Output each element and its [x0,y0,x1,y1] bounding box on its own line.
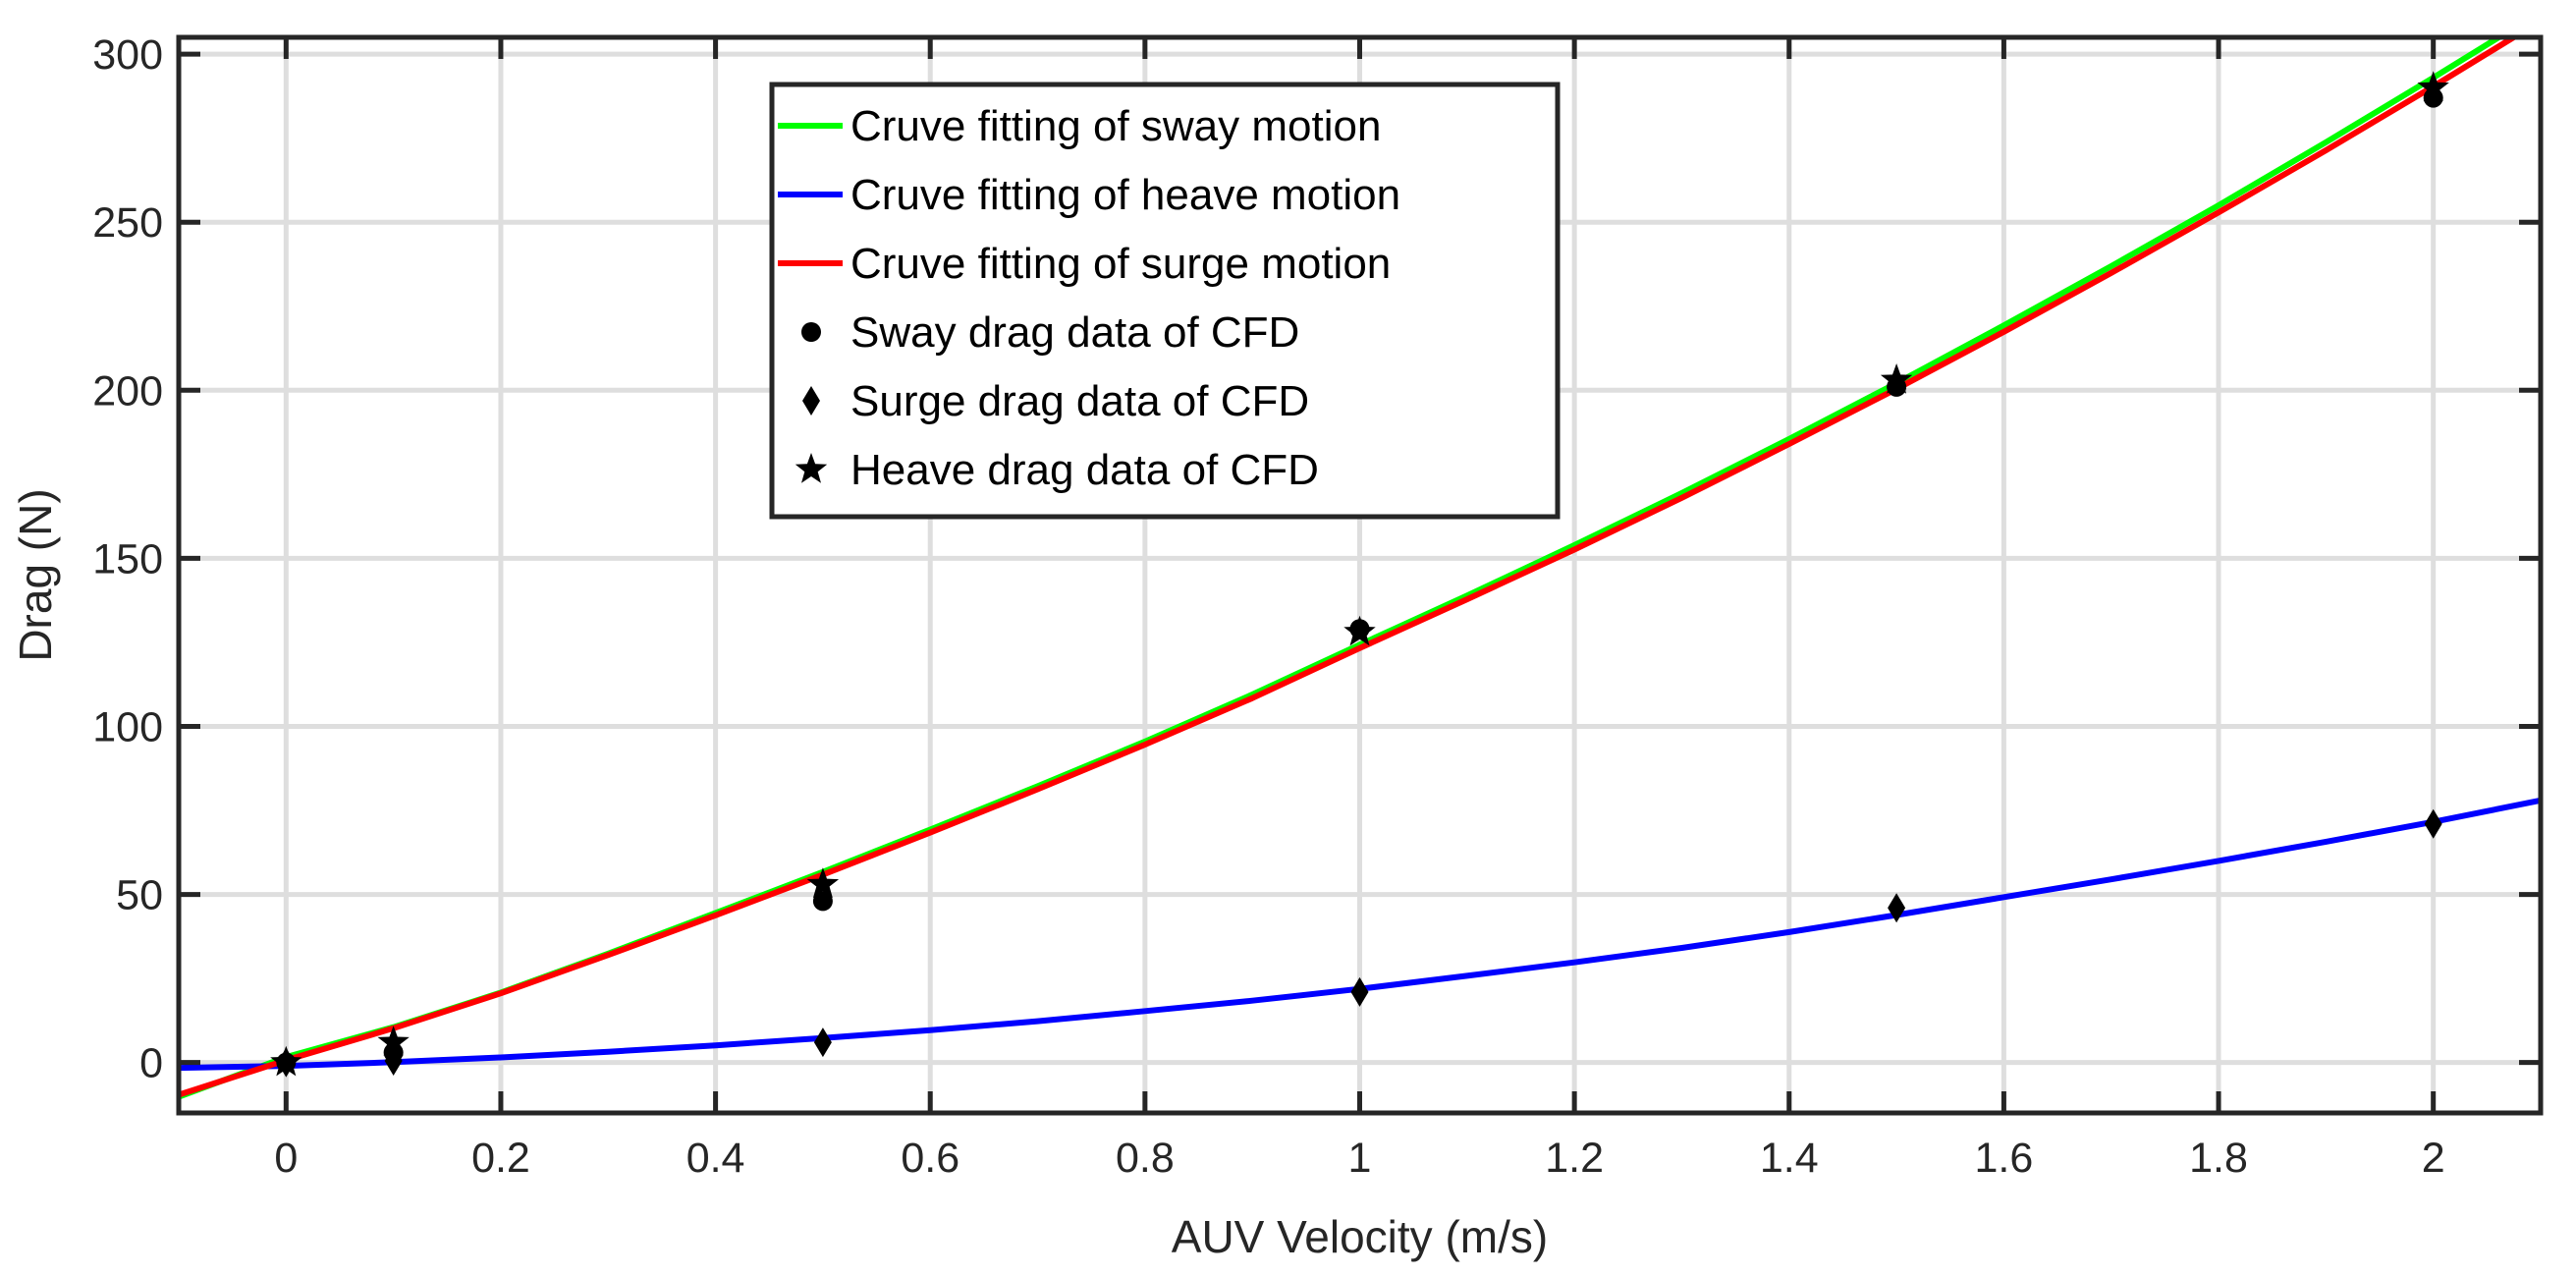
x-tick-label: 0.4 [686,1135,745,1182]
data-point [1350,976,1369,1007]
data-point [1888,893,1906,923]
y-tick-label: 200 [92,367,163,415]
legend-label: Cruve fitting of sway motion [850,102,1381,150]
x-tick-label: 1 [1348,1135,1372,1182]
y-tick-label: 150 [92,535,163,583]
legend-marker [801,322,821,342]
legend-label: Cruve fitting of heave motion [850,171,1400,219]
x-tick-label: 0.8 [1116,1135,1175,1182]
y-tick-label: 300 [92,31,163,79]
data-point [812,891,833,912]
legend-marker [795,453,828,483]
data-point [2424,808,2442,839]
x-tick-label: 1.8 [2189,1135,2248,1182]
x-tick-label: 1.6 [1975,1135,2034,1182]
x-tick-label: 0.2 [471,1135,530,1182]
y-tick-label: 0 [139,1040,163,1087]
data-point [806,867,840,899]
plot-series [179,37,2541,1100]
x-tick-label: 1.4 [1760,1135,1819,1182]
data-point [270,1045,302,1077]
x-tick-label: 0.6 [901,1135,959,1182]
x-tick-label: 2 [2422,1135,2445,1182]
x-axis-label: AUV Velocity (m/s) [1172,1211,1548,1262]
legend: Cruve fitting of sway motion Cruve fittin… [769,82,1561,520]
series-line [179,37,2520,1098]
y-tick-label: 250 [92,199,163,247]
y-axis-label: Drag (N) [10,488,61,661]
data-point [1880,363,1913,394]
legend-label: Sway drag data of CFD [850,308,1299,357]
data-point [384,1045,403,1076]
data-point [2417,71,2449,102]
legend-box [769,82,1561,520]
grid [179,37,2541,1113]
data-point [813,1027,832,1058]
axes: 0 0.2 0.4 0.6 0.8 1 1.2 1.4 1.6 1.8 2 0 50 100 150 200 2… [92,31,2544,1182]
x-tick-label: 1.2 [1545,1135,1604,1182]
legend-label: Heave drag data of CFD [850,446,1319,494]
data-point [377,1026,410,1056]
data-point [1343,615,1376,646]
legend-label: Surge drag data of CFD [850,377,1309,425]
x-tick-label: 0 [274,1135,298,1182]
legend-marker [802,386,820,416]
y-tick-label: 50 [116,872,163,919]
legend-label: Cruve fitting of surge motion [850,240,1391,288]
y-tick-label: 100 [92,703,163,750]
